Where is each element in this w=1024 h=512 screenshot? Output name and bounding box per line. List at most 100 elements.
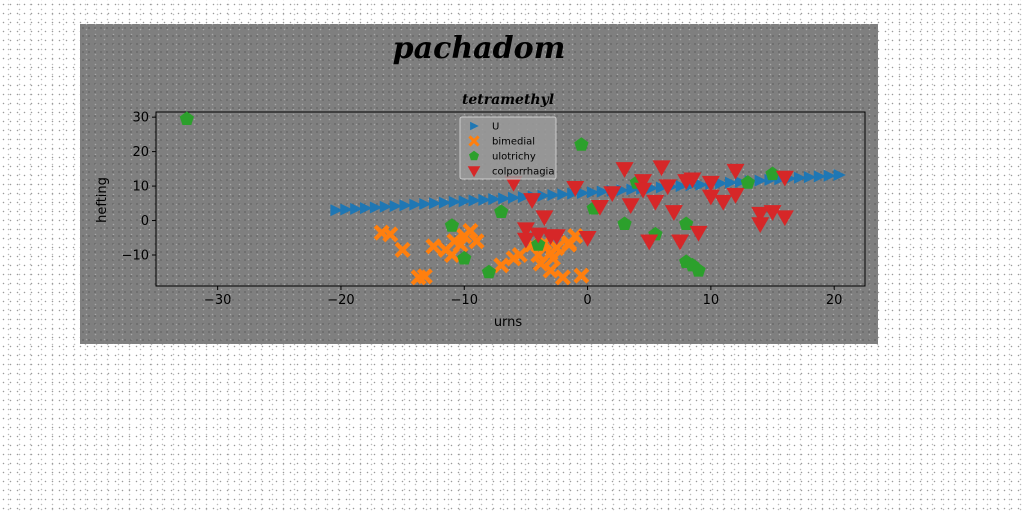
data-point: [615, 162, 634, 178]
data-point: [448, 195, 462, 208]
data-point: [691, 262, 706, 277]
data-point: [394, 241, 411, 258]
data-point: [573, 267, 590, 284]
data-point: [493, 257, 510, 274]
data-point: [734, 175, 748, 188]
data-point: [462, 222, 479, 239]
data-point: [494, 204, 509, 218]
data-point: [658, 179, 677, 196]
data-point: [675, 180, 689, 193]
data-point: [726, 187, 745, 204]
plot-frame: [155, 111, 866, 287]
legend-label: bimedial: [492, 137, 535, 148]
data-point: [537, 189, 550, 202]
x-tick-label: −30: [204, 293, 231, 308]
data-point: [634, 174, 653, 190]
data-point: [574, 137, 589, 151]
data-point: [751, 217, 770, 233]
legend-marker: [467, 166, 481, 178]
series-ulotrichy: [179, 111, 780, 279]
x-axis-label: urns: [494, 315, 523, 330]
data-point: [554, 269, 571, 286]
chart-svg: pachadom tetramethyl −30 −20 −10 0 10 20 −10 0 1…: [95, 31, 866, 330]
data-point: [557, 188, 570, 201]
data-point: [634, 182, 653, 199]
x-tick-label: 0: [583, 293, 591, 308]
data-point: [803, 171, 817, 184]
legend-marker: [468, 135, 480, 147]
data-point: [438, 196, 452, 209]
y-axis-label: hefting: [95, 177, 110, 223]
data-point: [516, 232, 535, 249]
chart-suptitle: pachadom: [393, 31, 566, 66]
chart-figure: pachadom tetramethyl −30 −20 −10 0 10 20 −10 0 1…: [80, 24, 878, 344]
data-point: [382, 226, 399, 243]
data-point: [542, 262, 559, 279]
data-point: [715, 177, 728, 190]
data-point: [646, 194, 665, 211]
legend-label: U: [492, 122, 499, 133]
data-point: [498, 192, 511, 205]
data-point: [457, 250, 472, 265]
data-point: [330, 204, 343, 217]
data-point: [360, 202, 373, 215]
data-point: [419, 197, 432, 210]
data-point: [452, 236, 469, 253]
legend-label: colporrhagia: [492, 167, 554, 178]
x-tick-label: −20: [327, 293, 354, 308]
data-point: [340, 203, 353, 216]
data-point: [596, 185, 610, 198]
data-point: [488, 193, 501, 206]
data-point: [823, 169, 837, 182]
data-point: [617, 216, 632, 231]
data-point: [409, 198, 422, 211]
data-point: [695, 178, 708, 191]
data-point: [504, 175, 523, 192]
data-point: [679, 216, 694, 231]
data-point: [389, 200, 403, 213]
axes-title: tetramethyl: [462, 92, 554, 108]
data-point: [640, 234, 659, 251]
series-bimedial: [373, 222, 590, 286]
data-point: [511, 246, 528, 263]
data-point: [726, 163, 745, 180]
data-point: [379, 200, 393, 213]
data-point: [547, 229, 566, 246]
data-point: [429, 197, 442, 210]
data-point: [754, 174, 767, 187]
data-point: [468, 233, 485, 250]
data-point: [714, 194, 733, 211]
x-tick-label: −10: [451, 293, 478, 308]
y-tick-label: −10: [122, 248, 149, 263]
data-point: [567, 187, 580, 200]
x-tick-label: 10: [703, 293, 720, 308]
data-point: [701, 175, 720, 192]
data-point: [179, 111, 194, 125]
data-point: [566, 181, 585, 197]
data-point: [416, 268, 433, 285]
data-point: [813, 170, 827, 183]
data-point: [399, 199, 412, 212]
data-point: [763, 205, 782, 221]
data-point: [478, 193, 491, 206]
data-point: [531, 237, 546, 251]
data-point: [590, 200, 609, 216]
y-tick-label: 20: [132, 145, 149, 160]
y-tick-label: 30: [132, 111, 149, 126]
data-point: [468, 194, 481, 207]
data-point: [689, 225, 708, 242]
x-tick-label: 20: [826, 293, 843, 308]
data-point: [586, 186, 600, 199]
data-point: [561, 236, 578, 253]
data-point: [458, 195, 472, 208]
data-point: [529, 227, 548, 244]
data-point: [683, 172, 702, 189]
data-point: [507, 191, 521, 204]
data-point: [740, 175, 755, 189]
legend-marker: [469, 150, 479, 161]
data-point: [724, 176, 738, 189]
data-point: [833, 169, 846, 182]
data-point: [603, 186, 622, 202]
